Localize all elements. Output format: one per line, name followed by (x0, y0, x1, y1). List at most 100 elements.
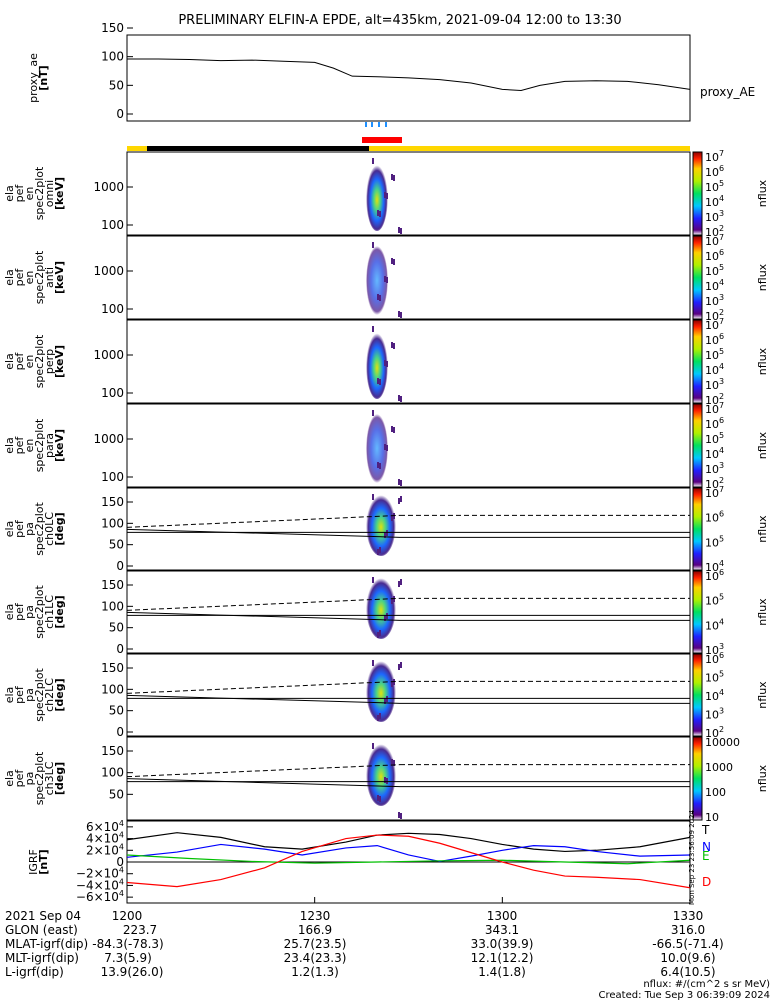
panel-frame-en_para (126, 403, 691, 488)
igrf-line-N (126, 843, 691, 863)
panel-frame-en_omni (126, 151, 691, 236)
colorbar-tick-pa_ch2LC-0: 106 (705, 651, 724, 666)
orbit-sunlit-bar (127, 146, 690, 151)
flux-speck-en_perp-1 (379, 379, 381, 385)
flux-blob-en_anti (366, 246, 388, 315)
ytick-label-pa_ch1LC-1: 100 (101, 599, 124, 613)
ylabel-pa_ch1LC-line-4: ch1LC (43, 595, 56, 629)
ylabel-en_perp-line-2: en (23, 355, 36, 369)
colorbar-label-en_anti: nflux (756, 263, 769, 291)
panel-frame-pa_ch0LC (126, 487, 691, 571)
flux-speck-pa_ch3LC-6 (384, 777, 386, 783)
colorbar-tick-en_anti-3: 104 (705, 278, 724, 293)
panel-frame-pa_ch2LC (126, 653, 691, 737)
loss-cone-line-pa_ch1LC (126, 611, 401, 621)
ytick-label-en_anti-1: 100 (101, 302, 124, 316)
flux-blob-en_perp (366, 330, 388, 399)
flux-speck-pa_ch3LC-7 (391, 759, 393, 765)
flux-speck-pa_ch0LC-8 (398, 498, 400, 504)
glon-0: 223.7 (123, 923, 157, 937)
colorbar-tick-en_perp-2: 105 (705, 347, 724, 362)
flux-speck-en_para-8 (398, 479, 400, 485)
colorbar-pa_ch1LC (692, 570, 703, 654)
side-stamp: Mon Sep 23 23:56:09 2024 (688, 809, 696, 905)
flux-speck-en_anti-7 (391, 258, 393, 264)
lshell-0: 13.9(26.0) (101, 965, 164, 979)
colorbar-tick-en_omni-1: 106 (705, 164, 724, 179)
flux-speck-en_anti-0 (372, 242, 374, 248)
flux-speck-pa_ch1LC-5 (377, 632, 379, 638)
ytick-label-pa_ch0LC-3: 0 (116, 559, 124, 573)
igrf-legend-N: N (702, 840, 711, 854)
colorbar-tick-en_para-1: 106 (705, 416, 724, 431)
ytick-label-pa_ch3LC-1: 100 (101, 766, 124, 780)
colorbar-tick-pa_ch3LC-2: 100 (705, 786, 726, 799)
igrf-ytick-label-5: −4×104 (76, 877, 124, 892)
proxy-ae-legend: proxy_AE (700, 85, 755, 99)
ylabel-pa_ch3LC-line-5: [deg] (53, 762, 66, 795)
colorbar-pa_ch3LC (692, 736, 703, 821)
ytick-label-en_perp-0: 1000 (93, 348, 124, 362)
flux-speck-en_anti-5 (377, 294, 379, 300)
colorbar-label-en_para: nflux (756, 431, 769, 459)
colorbar-label-en_perp: nflux (756, 347, 769, 375)
ylabel-pa_ch1LC-line-1: pef (13, 602, 26, 621)
plot-title: PRELIMINARY ELFIN-A EPDE, alt=435km, 202… (178, 13, 621, 28)
ylabel-pa_ch0LC-line-4: ch0LC (43, 512, 56, 546)
colorbar-tick-en_perp-5: 102 (705, 392, 724, 407)
flux-speck-en_omni-4 (400, 228, 402, 234)
flux-speck-en_perp-2 (386, 361, 388, 367)
ylabel-pa_ch1LC-line-0: ela (3, 604, 16, 621)
flux-speck-pa_ch2LC-6 (384, 698, 386, 704)
flux-blob-en_omni (366, 162, 388, 231)
ylabel-en_perp-line-1: pef (13, 352, 26, 371)
igrf-ytick-label-0: 6×104 (86, 819, 124, 834)
mlat-2: 33.0(39.9) (471, 937, 534, 951)
flux-speck-pa_ch3LC-2 (386, 778, 388, 784)
ylabel-en_omni-line-0: ela (3, 185, 16, 202)
ytick-label-pa_ch2LC-0: 150 (101, 661, 124, 675)
flux-blob-pa_ch1LC (366, 575, 396, 639)
colorbar-tick-en_omni-0: 107 (705, 149, 724, 164)
flux-speck-en_omni-3 (393, 175, 395, 181)
colorbar-tick-pa_ch0LC-3: 104 (705, 559, 724, 574)
flux-speck-en_perp-0 (372, 326, 374, 332)
igrf-line-E (126, 854, 691, 865)
colorbar-tick-en_para-3: 104 (705, 446, 724, 461)
colorbar-label-en_omni: nflux (756, 179, 769, 207)
flux-speck-en_para-0 (372, 410, 374, 416)
igrf-ylabel: IGRF[nT] (27, 849, 50, 875)
ylabel-pa_ch3LC-line-4: ch3LC (43, 761, 56, 795)
static-layer (126, 122, 691, 903)
colorbar-tick-en_para-2: 105 (705, 431, 724, 446)
igrf-ytick-label-6: −6×104 (76, 889, 124, 904)
ytick-label-en_anti-0: 1000 (93, 264, 124, 278)
ytick-label-en_para-1: 100 (101, 470, 124, 484)
ytick-label-pa_ch1LC-0: 150 (101, 578, 124, 592)
mlt-3: 10.0(9.6) (660, 951, 715, 965)
colorbar-tick-pa_ch2LC-3: 103 (705, 707, 724, 722)
ylabel-pa_ch0LC-line-3: spec2plot (33, 502, 46, 556)
ytick-label-pa_ch2LC-1: 100 (101, 682, 124, 696)
ytick-label-en_omni-1: 100 (101, 218, 124, 232)
colorbar-label-pa_ch0LC: nflux (756, 515, 769, 543)
loss-cone-line-pa_ch0LC (126, 528, 401, 538)
flux-speck-en_perp-4 (400, 396, 402, 402)
colorbar-en_anti (692, 235, 703, 320)
ylabel-en_para-line-2: en (23, 439, 36, 453)
glon-2: 343.1 (485, 923, 519, 937)
colorbar-label-pa_ch2LC: nflux (756, 681, 769, 709)
colorbar-tick-pa_ch1LC-2: 104 (705, 617, 724, 632)
ylabel-en_anti-line-2: en (23, 271, 36, 285)
flux-speck-pa_ch0LC-1 (379, 547, 381, 553)
ylabel-en_para-line-5: [keV] (53, 429, 66, 462)
ae-ytick-label-1: 100 (101, 50, 124, 64)
ytick-label-pa_ch1LC-2: 50 (109, 621, 124, 635)
flux-speck-en_perp-5 (377, 378, 379, 384)
anti-loss-cone-line-pa_ch2LC (126, 680, 401, 694)
